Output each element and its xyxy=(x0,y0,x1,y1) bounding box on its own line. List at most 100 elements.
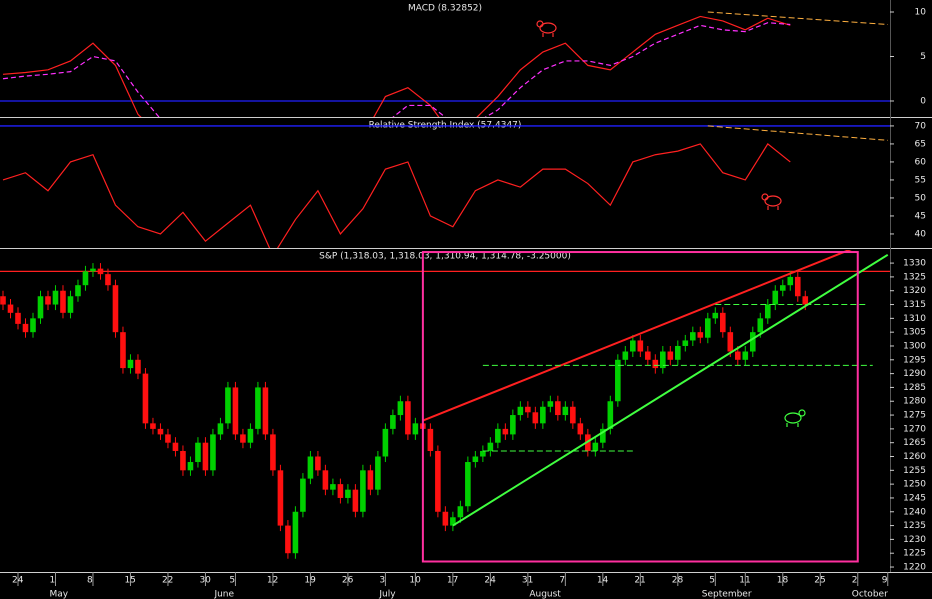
candle-body xyxy=(577,423,584,435)
y-tick-label: 1300 xyxy=(903,341,926,351)
candle-body xyxy=(15,312,21,324)
candle-body xyxy=(757,318,764,333)
x-tick-label: 22 xyxy=(162,576,173,586)
candle-body xyxy=(645,351,651,360)
candle-body xyxy=(330,484,336,490)
candle-body xyxy=(277,470,284,526)
panel-0 xyxy=(0,11,890,117)
candle-body xyxy=(472,456,479,463)
candle-body xyxy=(442,511,449,526)
candle-body xyxy=(457,506,464,518)
candle-body xyxy=(412,423,419,435)
candle-body xyxy=(517,406,524,416)
candle-body xyxy=(382,428,389,457)
candle-body xyxy=(165,434,171,443)
candle-body xyxy=(675,345,681,360)
x-tick-label: 24 xyxy=(12,576,24,586)
y-tick-label: 1280 xyxy=(903,397,926,407)
y-tick-label: 1260 xyxy=(903,452,926,462)
candle-body xyxy=(525,406,531,413)
x-tick-label: 25 xyxy=(814,576,825,586)
candle-body xyxy=(502,428,509,435)
indicator-line xyxy=(2,22,791,117)
candle-body xyxy=(45,296,51,305)
candle-body xyxy=(405,401,411,435)
candle-body xyxy=(270,434,276,471)
y-tick-label: 1305 xyxy=(903,328,926,338)
y-tick-label: 1220 xyxy=(903,563,926,573)
y-tick-label: 1310 xyxy=(903,314,926,324)
month-label: July xyxy=(378,590,396,599)
panel-1 xyxy=(0,125,890,248)
candle-body xyxy=(180,450,186,471)
month-label: September xyxy=(702,590,752,599)
candle-body xyxy=(105,274,111,286)
trend-line xyxy=(452,253,889,527)
candle-body xyxy=(75,285,81,297)
x-tick-label: 5 xyxy=(229,576,235,586)
candle-body xyxy=(360,470,366,512)
y-tick-label: 1295 xyxy=(903,355,926,365)
x-tick-label: 26 xyxy=(342,576,354,586)
x-tick-label: 2 xyxy=(852,576,858,586)
y-tick-label: 1235 xyxy=(903,521,926,531)
candle-body xyxy=(719,312,726,333)
trend-line xyxy=(707,125,888,141)
candle-body xyxy=(187,462,194,471)
candle-body xyxy=(157,428,164,435)
y-tick-label: 65 xyxy=(915,139,926,149)
candle-body xyxy=(217,423,224,435)
candle-body xyxy=(367,470,374,490)
y-tick-label: 1330 xyxy=(903,259,926,269)
candle-body xyxy=(315,456,321,471)
candle-body xyxy=(150,423,156,429)
x-tick-label: 19 xyxy=(304,576,316,586)
y-tick-label: 1240 xyxy=(903,507,926,517)
candle-body xyxy=(120,332,126,369)
candle-body xyxy=(592,442,599,451)
y-tick-label: 1230 xyxy=(903,535,926,545)
candle-body xyxy=(255,387,261,429)
x-tick-label: 21 xyxy=(634,576,645,586)
x-tick-label: 31 xyxy=(522,576,533,586)
candle-body xyxy=(742,351,749,360)
x-tick-label: 18 xyxy=(777,576,789,586)
month-label: May xyxy=(49,590,68,599)
candle-body xyxy=(97,268,104,275)
y-tick-label: 1270 xyxy=(903,424,926,434)
y-tick-label: 1325 xyxy=(903,272,926,282)
range-box xyxy=(421,251,859,563)
candle-body xyxy=(667,351,674,360)
candle-body xyxy=(734,351,741,360)
candle-body xyxy=(727,332,734,352)
candle-body xyxy=(232,387,239,435)
candle-body xyxy=(794,276,801,297)
bear-icon xyxy=(761,193,782,210)
candle-body xyxy=(345,489,351,498)
macd-title: MACD (8.32852) xyxy=(408,4,482,14)
candle-body xyxy=(712,312,719,319)
candle-body xyxy=(802,296,809,305)
y-tick-label: 1315 xyxy=(903,300,926,310)
x-tick-label: 7 xyxy=(559,576,565,586)
candle-body xyxy=(749,332,756,352)
candle-body xyxy=(225,387,231,424)
y-tick-label: 60 xyxy=(915,157,927,167)
candle-body xyxy=(764,304,771,319)
y-tick-label: 1265 xyxy=(903,438,926,448)
candle-body xyxy=(465,462,471,507)
bull-icon xyxy=(784,409,806,427)
candle-body xyxy=(427,428,434,451)
candle-body xyxy=(240,434,246,443)
y-tick-label: 1290 xyxy=(903,369,926,379)
candle-body xyxy=(615,359,621,402)
candle-body xyxy=(705,318,711,338)
x-tick-label: 9 xyxy=(882,576,888,586)
y-tick-label: 50 xyxy=(915,193,927,203)
candle-body xyxy=(0,296,6,305)
candle-body xyxy=(487,442,494,451)
candle-body xyxy=(30,318,36,333)
candle-body xyxy=(285,525,291,554)
